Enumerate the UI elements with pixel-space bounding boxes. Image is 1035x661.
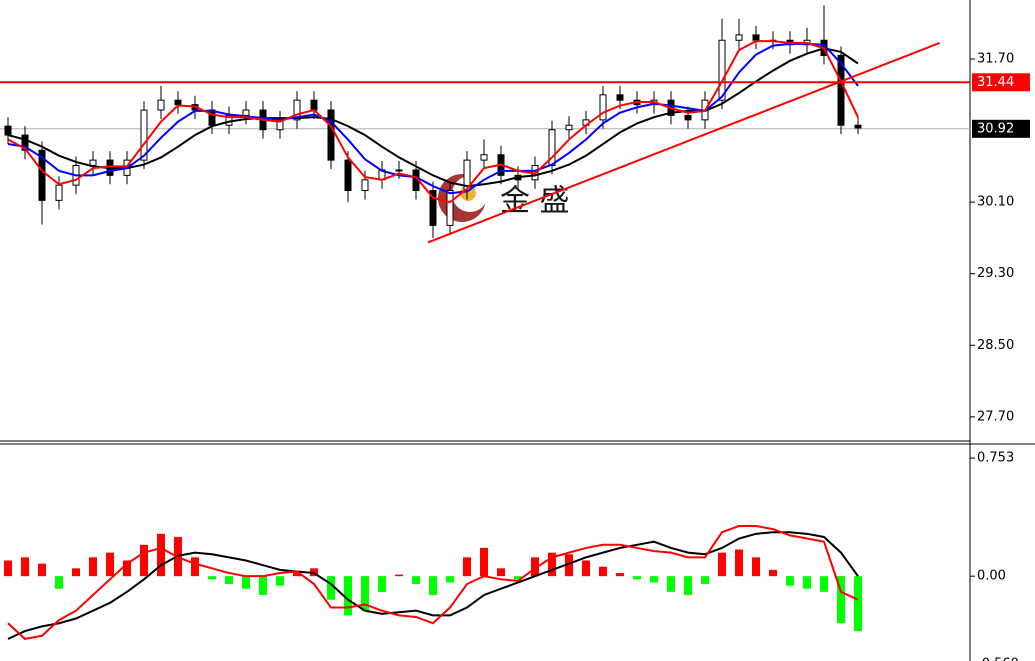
histogram-bar bbox=[293, 571, 301, 577]
y-tick-label: 29.30 bbox=[977, 266, 1014, 281]
y-tick-label: 31.70 bbox=[977, 52, 1014, 67]
candle-body bbox=[89, 159, 97, 166]
candle-body bbox=[55, 184, 63, 201]
histogram-bar bbox=[684, 576, 692, 595]
level-label: 31.44 bbox=[977, 75, 1014, 90]
histogram-bar bbox=[378, 576, 386, 592]
histogram-bar bbox=[361, 576, 369, 611]
histogram-bar bbox=[854, 576, 862, 632]
histogram-bar bbox=[72, 568, 80, 577]
histogram-bar bbox=[412, 576, 420, 585]
histogram-bar bbox=[701, 576, 709, 585]
candle-body bbox=[616, 94, 624, 101]
histogram-bar bbox=[463, 557, 471, 577]
candle-body bbox=[684, 114, 692, 121]
histogram-bar bbox=[514, 576, 522, 580]
histogram-bar bbox=[89, 557, 97, 577]
histogram-bar bbox=[242, 576, 250, 589]
candle-body bbox=[38, 149, 46, 201]
histogram-bar bbox=[735, 549, 743, 577]
y-tick-label: 0.753 bbox=[977, 451, 1014, 466]
candle-body bbox=[21, 134, 29, 151]
histogram-bar bbox=[429, 576, 437, 595]
candle-body bbox=[752, 34, 760, 41]
y-tick-label: 27.70 bbox=[977, 409, 1014, 424]
y-tick-label: 0.00 bbox=[977, 569, 1006, 584]
histogram-bar bbox=[599, 566, 607, 577]
indicator-line bbox=[7, 47, 859, 188]
histogram-bar bbox=[327, 576, 335, 600]
histogram-bar bbox=[123, 560, 131, 577]
trend-line bbox=[427, 42, 940, 244]
histogram-bar bbox=[667, 576, 675, 592]
y-tick-label: -0.560 bbox=[977, 657, 1019, 661]
candle-body bbox=[344, 159, 352, 192]
histogram-bar bbox=[480, 547, 488, 577]
histogram-bar bbox=[55, 576, 63, 589]
indicator-line bbox=[7, 40, 859, 204]
candle-body bbox=[157, 99, 165, 111]
histogram-bar bbox=[191, 557, 199, 577]
histogram-bar bbox=[650, 576, 658, 583]
candle-body bbox=[429, 190, 437, 226]
histogram-bar bbox=[803, 576, 811, 589]
histogram-bar bbox=[582, 560, 590, 577]
histogram-bar bbox=[276, 576, 284, 586]
candle-body bbox=[310, 99, 318, 111]
histogram-bar bbox=[140, 544, 148, 577]
candle-body bbox=[735, 34, 743, 41]
histogram-bar bbox=[633, 576, 641, 580]
histogram-bar bbox=[752, 557, 760, 577]
candle-body bbox=[293, 99, 301, 121]
histogram-bar bbox=[21, 557, 29, 577]
histogram-bar bbox=[344, 576, 352, 616]
candle-body bbox=[4, 125, 12, 136]
candle-body bbox=[480, 154, 488, 161]
candle-body bbox=[174, 99, 182, 106]
candle-body bbox=[242, 109, 250, 116]
candle-body bbox=[361, 179, 369, 192]
candle-body bbox=[837, 54, 845, 126]
candle-body bbox=[327, 109, 335, 161]
histogram-bar bbox=[446, 576, 454, 583]
price-label: 30.92 bbox=[977, 121, 1014, 136]
histogram-bar bbox=[225, 576, 233, 585]
histogram-bar bbox=[531, 557, 539, 577]
histogram-bar bbox=[106, 552, 114, 577]
histogram-bar bbox=[616, 573, 624, 577]
histogram-bar bbox=[395, 574, 403, 577]
histogram-bar bbox=[4, 560, 12, 577]
level-label-box bbox=[972, 73, 1030, 92]
candle-body bbox=[140, 109, 148, 161]
indicator-line bbox=[7, 531, 859, 640]
candle-body bbox=[446, 190, 454, 226]
histogram-bar bbox=[769, 569, 777, 577]
candle-body bbox=[854, 124, 862, 129]
candle-body bbox=[718, 39, 726, 101]
candle-body bbox=[599, 94, 607, 121]
histogram-bar bbox=[565, 554, 573, 577]
histogram-bar bbox=[497, 568, 505, 577]
histogram-bar bbox=[548, 552, 556, 577]
histogram-bar bbox=[837, 576, 845, 624]
histogram-bar bbox=[208, 576, 216, 580]
y-tick-label: 28.50 bbox=[977, 338, 1014, 353]
price-label-box bbox=[972, 119, 1030, 138]
y-tick-label: 30.10 bbox=[977, 195, 1014, 210]
candle-body bbox=[395, 169, 403, 172]
histogram-bar bbox=[820, 576, 828, 592]
indicator-line bbox=[7, 42, 859, 195]
histogram-bar bbox=[259, 576, 267, 595]
candle-body bbox=[565, 124, 573, 131]
histogram-bar bbox=[718, 552, 726, 577]
histogram-bar bbox=[38, 563, 46, 577]
histogram-bar bbox=[157, 533, 165, 577]
histogram-bar bbox=[786, 576, 794, 586]
indicator-line bbox=[7, 524, 859, 640]
